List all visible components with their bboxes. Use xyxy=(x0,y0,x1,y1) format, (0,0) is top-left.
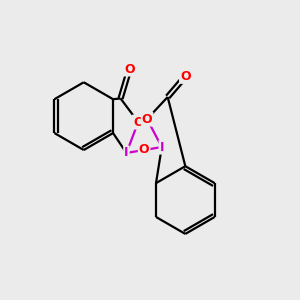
Text: O: O xyxy=(139,143,149,157)
Text: O: O xyxy=(180,70,190,83)
Text: O: O xyxy=(142,112,152,126)
Text: I: I xyxy=(160,141,164,154)
Text: O: O xyxy=(124,62,135,76)
Text: O: O xyxy=(133,116,143,128)
Text: I: I xyxy=(124,146,129,159)
